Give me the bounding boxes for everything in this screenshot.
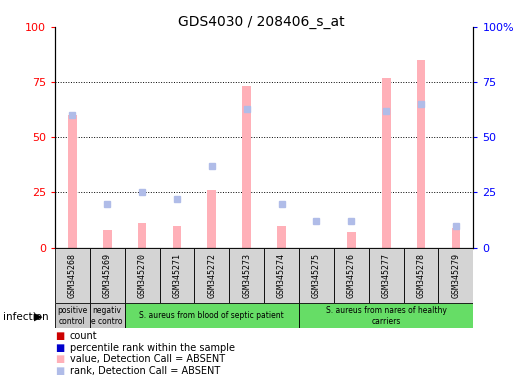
Text: GSM345273: GSM345273 [242,253,251,298]
Text: count: count [70,331,97,341]
Text: GSM345272: GSM345272 [207,253,217,298]
Text: GSM345270: GSM345270 [138,253,146,298]
Bar [334,248,369,303]
Bar [103,230,111,248]
Text: GSM345276: GSM345276 [347,253,356,298]
Text: value, Detection Call = ABSENT: value, Detection Call = ABSENT [70,354,225,364]
Text: GSM345277: GSM345277 [382,253,391,298]
Bar [124,248,160,303]
Text: GSM345269: GSM345269 [103,253,112,298]
Bar [55,303,90,328]
Text: ■: ■ [55,354,64,364]
Bar [173,226,181,248]
Text: infection: infection [3,312,48,322]
Text: S. aureus from nares of healthy
carriers: S. aureus from nares of healthy carriers [326,306,447,326]
Text: S. aureus from blood of septic patient: S. aureus from blood of septic patient [140,311,284,320]
Bar [195,248,229,303]
Text: GSM345271: GSM345271 [173,253,181,298]
Bar [438,248,473,303]
Bar [277,226,286,248]
Text: negativ
e contro: negativ e contro [92,306,123,326]
Bar [124,303,299,328]
Bar [138,223,146,248]
Text: positive
control: positive control [57,306,87,326]
Bar [264,248,299,303]
Bar [299,248,334,303]
Text: percentile rank within the sample: percentile rank within the sample [70,343,234,353]
Text: ■: ■ [55,366,64,376]
Bar [347,232,356,248]
Bar [382,78,391,248]
Text: ■: ■ [55,343,64,353]
Text: GDS4030 / 208406_s_at: GDS4030 / 208406_s_at [178,15,345,29]
Bar [242,86,251,248]
Bar [404,248,438,303]
Bar [55,248,90,303]
Text: ▶: ▶ [35,312,43,322]
Text: GSM345279: GSM345279 [451,253,460,298]
Text: ■: ■ [55,331,64,341]
Text: GSM345278: GSM345278 [416,253,426,298]
Bar [451,228,460,248]
Bar [90,303,124,328]
Bar [90,248,124,303]
Bar [229,248,264,303]
Bar [160,248,195,303]
Bar [299,303,473,328]
Bar [369,248,404,303]
Text: GSM345274: GSM345274 [277,253,286,298]
Text: rank, Detection Call = ABSENT: rank, Detection Call = ABSENT [70,366,220,376]
Text: GSM345275: GSM345275 [312,253,321,298]
Bar [68,115,77,248]
Bar [208,190,216,248]
Text: GSM345268: GSM345268 [68,253,77,298]
Bar [417,60,425,248]
